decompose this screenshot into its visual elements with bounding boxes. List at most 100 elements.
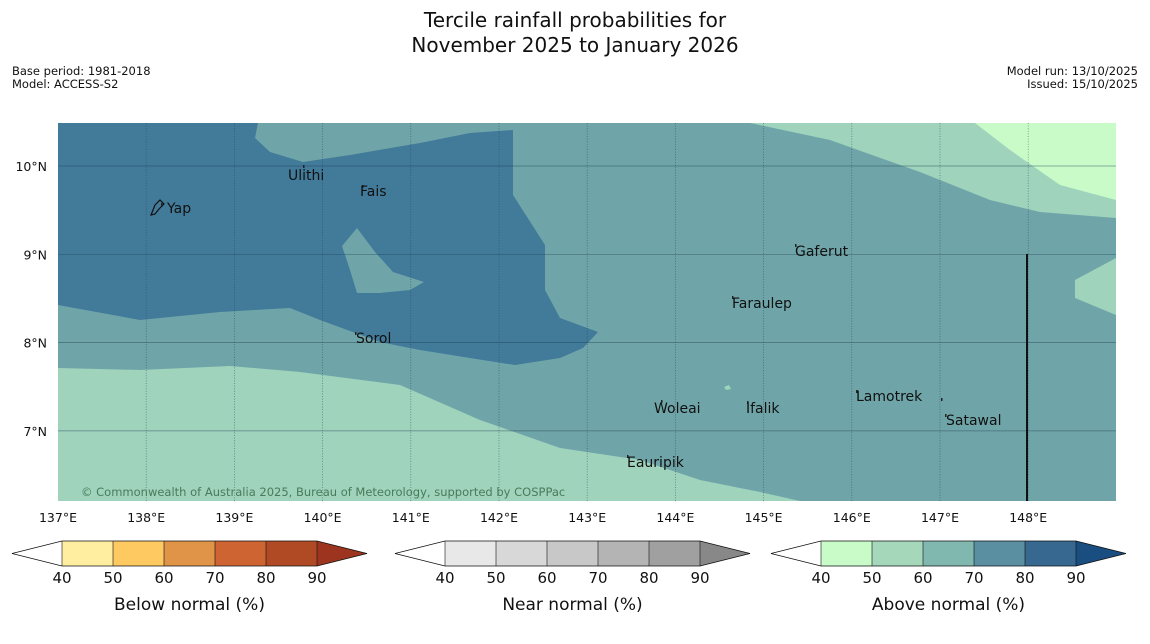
colorbar-below-normal: 40 50 60 70 80 90 Below normal (%) — [11, 540, 368, 615]
colorbar-tick-label: 40 — [435, 569, 454, 587]
zone-mid-green-speck — [724, 385, 731, 390]
zone-teal-pocket — [342, 228, 424, 293]
colorbar-segment — [821, 541, 872, 566]
longitude-label: 138°E — [127, 510, 165, 525]
probability-field — [58, 123, 1116, 501]
title-line-1: Tercile rainfall probabilities for — [423, 8, 727, 32]
colorbar-upper-extend — [700, 541, 750, 566]
colorbar-tick-label: 80 — [256, 569, 275, 587]
longitude-label: 142°E — [480, 510, 518, 525]
meta-right: Model run: 13/10/2025 Issued: 15/10/2025 — [1007, 65, 1138, 91]
colorbar-segment — [445, 541, 496, 566]
colorbar-segment — [62, 541, 113, 566]
latitude-label: 9°N — [23, 247, 47, 262]
colorbar-tick-label: 90 — [307, 569, 326, 587]
colorbar-lower-extend — [395, 541, 445, 566]
place-label-fais: Fais — [360, 184, 387, 200]
colorbar-tick-label: 80 — [639, 569, 658, 587]
longitude-label: 147°E — [921, 510, 959, 525]
colorbar-title: Above normal (%) — [872, 595, 1025, 615]
place-label-woleai: Woleai — [654, 401, 701, 417]
colorbar-tick-label: 60 — [913, 569, 932, 587]
zone-teal-speck — [717, 133, 738, 142]
colorbar-above-normal: 40 50 60 70 80 90 Above normal (%) — [770, 540, 1127, 615]
colorbar-tick-label: 90 — [1066, 569, 1085, 587]
island-marker — [732, 296, 734, 299]
colorbar-near-normal: 40 50 60 70 80 90 Near normal (%) — [394, 540, 751, 615]
copyright-notice: © Commonwealth of Australia 2025, Bureau… — [81, 485, 565, 499]
colorbar-upper-extend — [1076, 541, 1126, 566]
island-marker — [945, 414, 947, 417]
colorbar-tick-label: 50 — [103, 569, 122, 587]
island-marker — [303, 165, 305, 168]
island-marker — [747, 401, 749, 404]
yap-island-outline — [150, 199, 165, 216]
colorbar-lower-extend — [771, 541, 821, 566]
zone-deep-blue — [58, 123, 598, 365]
place-label-eauripik: Eauripik — [627, 455, 685, 471]
model-name: Model: ACCESS-S2 — [12, 77, 119, 91]
colorbar-tick-label: 60 — [154, 569, 173, 587]
colorbar-upper-extend — [317, 541, 367, 566]
title-line-2: November 2025 to January 2026 — [411, 33, 739, 57]
colorbar-tick-label: 50 — [486, 569, 505, 587]
colorbar-tick-label: 70 — [588, 569, 607, 587]
place-label-sorol: Sorol — [356, 331, 391, 347]
colorbar-segment — [164, 541, 215, 566]
latitude-label: 7°N — [23, 424, 47, 439]
colorbar-segment — [598, 541, 649, 566]
colorbar-segment — [266, 541, 317, 566]
place-label-gaferut: Gaferut — [795, 244, 849, 260]
colorbar-segment — [113, 541, 164, 566]
colorbar-tick-label: 90 — [690, 569, 709, 587]
colorbar-lower-extend — [12, 541, 62, 566]
map-panel: 10°N9°N8°N7°N 137°E 138°E 139°E 140°E 141°E 1… — [15, 123, 1116, 525]
colorbar-segment — [649, 541, 700, 566]
longitude-labels: 137°E 138°E 139°E 140°E 141°E 142°E 143°E 144°E… — [39, 510, 1047, 525]
longitude-label: 143°E — [568, 510, 606, 525]
colorbar-segment — [974, 541, 1025, 566]
island-marker — [362, 185, 364, 188]
colorbar-tick-label: 70 — [205, 569, 224, 587]
latitude-labels: 10°N 9°N 8°N 7°N — [15, 159, 47, 439]
place-label-satawal: Satawal — [946, 413, 1001, 429]
colorbar-title: Below normal (%) — [114, 595, 265, 615]
base-period: Base period: 1981-2018 — [12, 64, 151, 78]
longitude-label: 141°E — [392, 510, 430, 525]
place-label-yap: Yap — [166, 201, 191, 217]
colorbar-tick-label: 40 — [811, 569, 830, 587]
longitude-label: 137°E — [39, 510, 77, 525]
place-label-ulithi: Ulithi — [288, 168, 324, 184]
island-marker — [856, 390, 858, 393]
colorbar-segment — [923, 541, 974, 566]
graticule — [58, 123, 1116, 501]
colorbar-tick-label: 80 — [1015, 569, 1034, 587]
place-label-ifalik: Ifalik — [746, 401, 780, 417]
place-label-faraulep: Faraulep — [732, 296, 792, 312]
colorbar-tick-label: 60 — [537, 569, 556, 587]
longitude-label: 148°E — [1009, 510, 1047, 525]
model-run: Model run: 13/10/2025 — [1006, 64, 1138, 78]
island-marker — [941, 398, 943, 401]
place-labels: Yap Ulithi Fais Sorol Gaferut Faraulep Woleai I… — [161, 165, 1001, 471]
colorbars: 40 50 60 70 80 90 Below normal (%) 40 50 60 70 80 90… — [11, 540, 1127, 615]
longitude-label: 140°E — [304, 510, 342, 525]
longitude-label: 145°E — [745, 510, 783, 525]
island-marker — [355, 332, 357, 335]
colorbar-tick-label: 50 — [862, 569, 881, 587]
latitude-label: 8°N — [23, 336, 47, 351]
island-marker — [795, 244, 797, 247]
island-marker — [627, 455, 629, 458]
island-marker — [661, 400, 663, 403]
issued-date: Issued: 15/10/2025 — [1027, 77, 1138, 91]
colorbar-segment — [215, 541, 266, 566]
place-label-lamotrek: Lamotrek — [856, 389, 923, 405]
longitude-label: 144°E — [656, 510, 694, 525]
colorbar-segment — [496, 541, 547, 566]
map-title: Tercile rainfall probabilities for Novem… — [0, 8, 1150, 58]
latitude-label: 10°N — [15, 159, 47, 174]
colorbar-tick-label: 40 — [52, 569, 71, 587]
colorbar-tick-label: 70 — [964, 569, 983, 587]
colorbar-segment — [1025, 541, 1076, 566]
